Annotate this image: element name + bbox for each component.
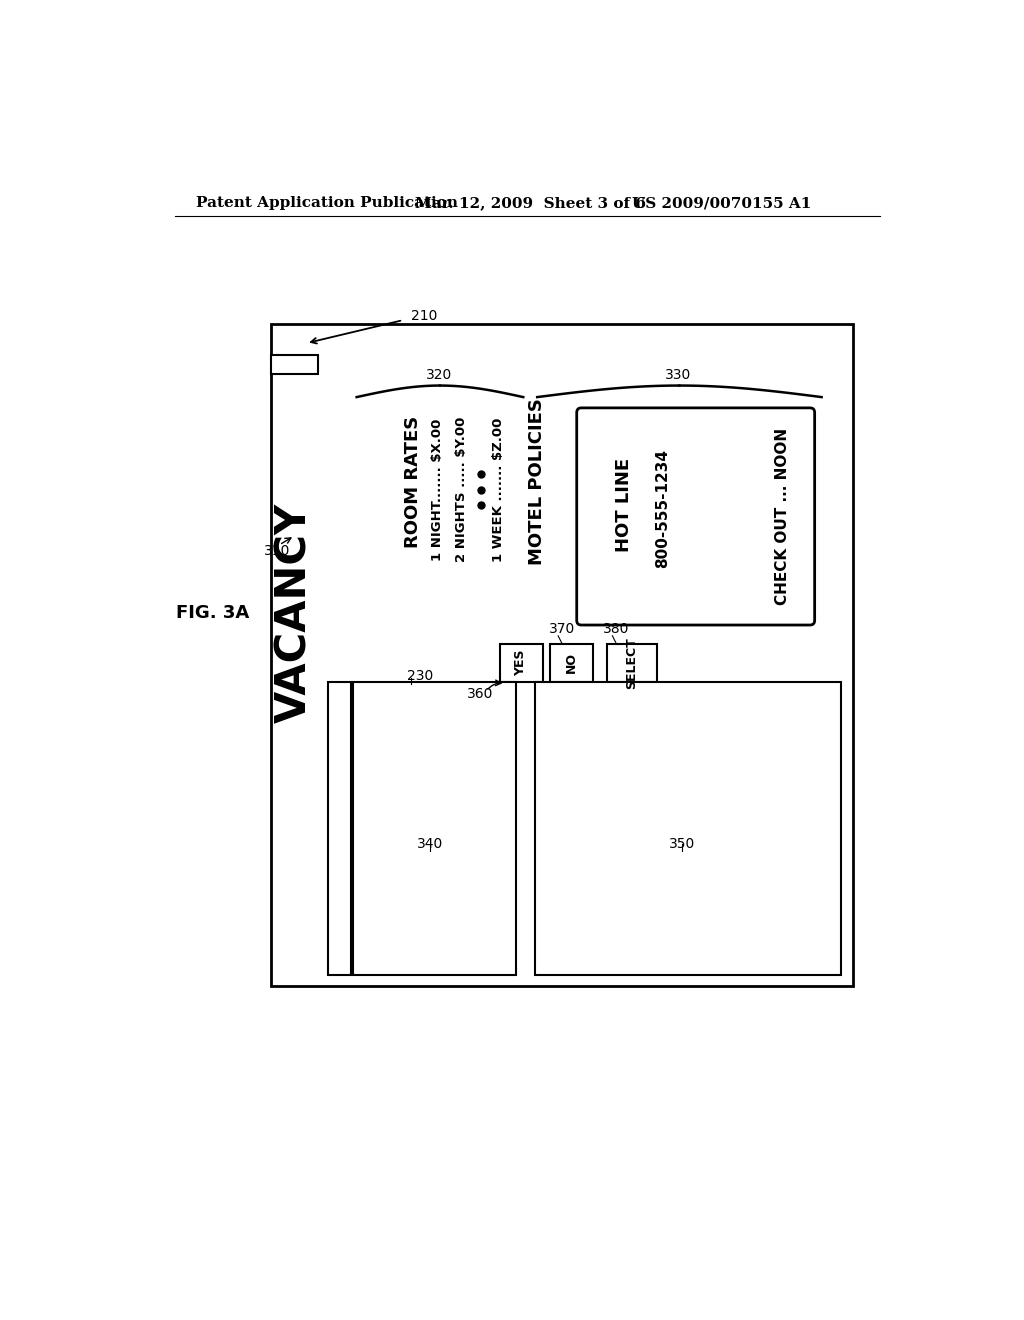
Text: Mar. 12, 2009  Sheet 3 of 6: Mar. 12, 2009 Sheet 3 of 6: [415, 197, 646, 210]
Text: NO: NO: [565, 652, 578, 673]
Bar: [535, 682, 841, 974]
Text: 330: 330: [666, 368, 691, 381]
Text: YES: YES: [514, 649, 527, 676]
Text: 1 NIGHT....... $X.00: 1 NIGHT....... $X.00: [431, 418, 444, 561]
Bar: [550, 644, 593, 682]
Text: 380: 380: [603, 622, 630, 636]
Text: 360: 360: [467, 686, 494, 701]
Bar: [500, 644, 543, 682]
Text: ROOM RATES: ROOM RATES: [404, 416, 422, 548]
Text: 370: 370: [549, 622, 575, 636]
Text: VACANCY: VACANCY: [273, 503, 315, 723]
Text: 1 WEEK ....... $Z.00: 1 WEEK ....... $Z.00: [492, 417, 505, 562]
Text: Patent Application Publication: Patent Application Publication: [197, 197, 458, 210]
Text: 350: 350: [669, 837, 695, 850]
Bar: [271, 355, 317, 374]
Text: 800-555-1234: 800-555-1234: [655, 449, 671, 568]
Bar: [352, 682, 515, 974]
FancyBboxPatch shape: [577, 408, 815, 626]
Text: MOTEL POLICIES: MOTEL POLICIES: [528, 399, 546, 565]
Text: 340: 340: [417, 837, 443, 850]
Bar: [271, 323, 853, 986]
Text: CHECK OUT ... NOON: CHECK OUT ... NOON: [775, 428, 791, 605]
Text: HOT LINE: HOT LINE: [615, 458, 633, 552]
Bar: [607, 644, 657, 682]
Text: 210: 210: [411, 309, 437, 323]
Text: SELECT: SELECT: [626, 636, 638, 689]
Text: 310: 310: [263, 544, 290, 558]
Text: US 2009/0070155 A1: US 2009/0070155 A1: [632, 197, 811, 210]
Bar: [328, 682, 351, 974]
Text: 2 NIGHTS ..... $Y.00: 2 NIGHTS ..... $Y.00: [455, 417, 468, 562]
Text: 230: 230: [407, 669, 433, 682]
Text: FIG. 3A: FIG. 3A: [176, 603, 249, 622]
Text: 320: 320: [426, 368, 453, 381]
